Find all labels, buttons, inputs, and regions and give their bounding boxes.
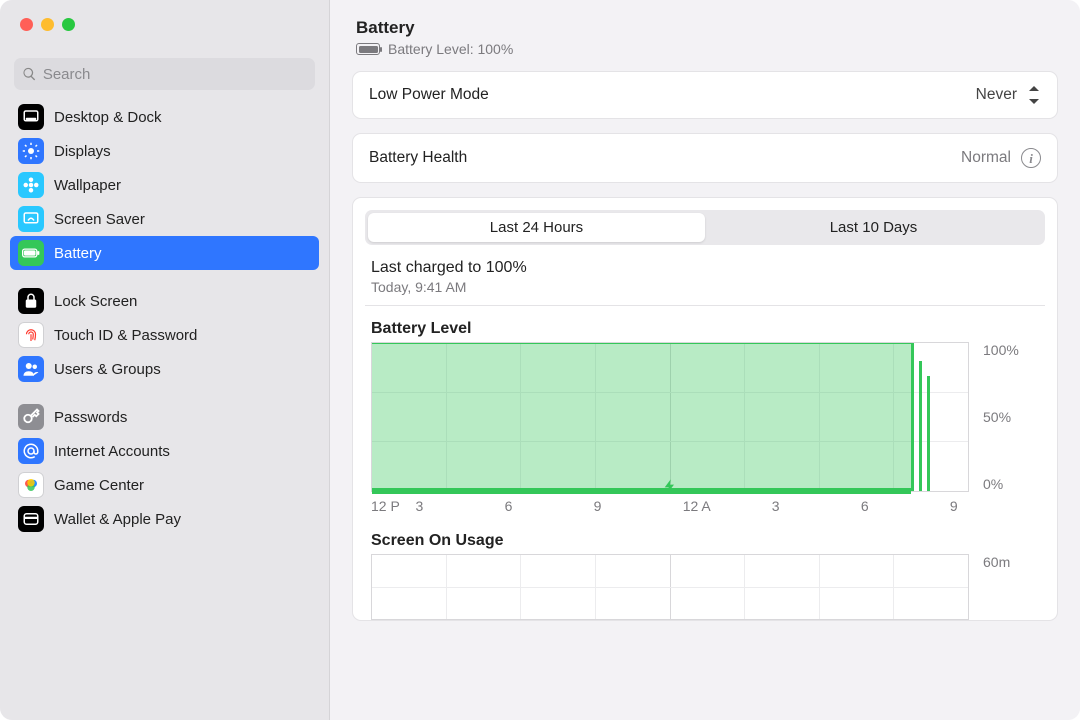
sidebar-item-label: Battery [54,245,102,262]
chevron-up-down-icon [1027,86,1041,104]
sidebar-item-label: Lock Screen [54,293,137,310]
screensaver-icon [18,206,44,232]
page-title: Battery [356,18,1054,38]
gamecenter-icon [18,472,44,498]
search-icon [22,66,37,82]
search-field[interactable] [14,58,315,90]
sidebar-item-label: Game Center [54,477,144,494]
sidebar-item-lock-screen[interactable]: Lock Screen [10,284,319,318]
sidebar-item-screen-saver[interactable]: Screen Saver [10,202,319,236]
sidebar-nav: Desktop & Dock Displays Wallpaper Screen Sa… [0,100,329,536]
close-window-button[interactable] [20,18,33,31]
battery-level-chart [371,342,969,492]
charging-bolt-icon [662,476,678,501]
info-icon[interactable]: i [1021,148,1041,168]
battery-health-value: Normal [961,149,1011,167]
sidebar-item-label: Wallpaper [54,177,121,194]
screen-on-y-axis: 60m [983,554,1039,620]
last-charged-title: Last charged to 100% [371,259,1039,277]
traffic-lights [0,0,329,50]
low-power-mode-label: Low Power Mode [369,86,489,104]
sidebar-item-label: Users & Groups [54,361,161,378]
fingerprint-icon [18,322,44,348]
sidebar-item-label: Passwords [54,409,127,426]
users-icon [18,356,44,382]
main-pane: Battery Battery Level: 100% Low Power Mo… [330,0,1080,720]
window: Desktop & Dock Displays Wallpaper Screen Sa… [0,0,1080,720]
sidebar-item-label: Touch ID & Password [54,327,197,344]
last-charged-time: Today, 9:41 AM [371,279,1039,295]
wallet-icon [18,506,44,532]
sidebar-item-touch-id[interactable]: Touch ID & Password [10,318,319,352]
sidebar-item-game-center[interactable]: Game Center [10,468,319,502]
sidebar-item-internet-accounts[interactable]: Internet Accounts [10,434,319,468]
battery-level-x-axis: 12 P36912 A369 [371,492,1039,528]
low-power-mode-value: Never [976,86,1017,104]
battery-level-y-axis: 100%50%0% [983,342,1039,492]
search-input[interactable] [43,66,307,83]
battery-icon [18,240,44,266]
sidebar-item-desktop-dock[interactable]: Desktop & Dock [10,100,319,134]
sidebar-item-label: Wallet & Apple Pay [54,511,181,528]
battery-health-label: Battery Health [369,149,467,167]
tab-last-10-days[interactable]: Last 10 Days [705,213,1042,242]
battery-health-card: Battery Health Normal i [352,133,1058,183]
sidebar-item-passwords[interactable]: Passwords [10,400,319,434]
low-power-mode-card: Low Power Mode Never [352,71,1058,119]
sun-icon [18,138,44,164]
lock-icon [18,288,44,314]
sidebar-item-label: Desktop & Dock [54,109,162,126]
header: Battery Battery Level: 100% [330,0,1080,67]
sidebar-item-label: Screen Saver [54,211,145,228]
last-charged: Last charged to 100% Today, 9:41 AM [365,245,1045,306]
sidebar-item-wallpaper[interactable]: Wallpaper [10,168,319,202]
sidebar-item-wallet[interactable]: Wallet & Apple Pay [10,502,319,536]
flower-icon [18,172,44,198]
battery-icon [356,43,380,55]
at-icon [18,438,44,464]
sidebar-item-displays[interactable]: Displays [10,134,319,168]
battery-level-chart-title: Battery Level [371,320,1039,338]
key-icon [18,404,44,430]
battery-level-label: Battery Level: 100% [388,41,513,57]
usage-history-card: Last 24 Hours Last 10 Days Last charged … [352,197,1058,621]
sidebar-item-label: Displays [54,143,111,160]
fullscreen-window-button[interactable] [62,18,75,31]
low-power-mode-select[interactable]: Never [976,86,1041,104]
screen-on-usage-chart [371,554,969,620]
sidebar-item-battery[interactable]: Battery [10,236,319,270]
dock-icon [18,104,44,130]
sidebar-item-users-groups[interactable]: Users & Groups [10,352,319,386]
sidebar-item-label: Internet Accounts [54,443,170,460]
sidebar: Desktop & Dock Displays Wallpaper Screen Sa… [0,0,330,720]
minimize-window-button[interactable] [41,18,54,31]
tab-last-24-hours[interactable]: Last 24 Hours [368,213,705,242]
history-range-segmented: Last 24 Hours Last 10 Days [365,210,1045,245]
screen-on-chart-title: Screen On Usage [371,532,1039,550]
